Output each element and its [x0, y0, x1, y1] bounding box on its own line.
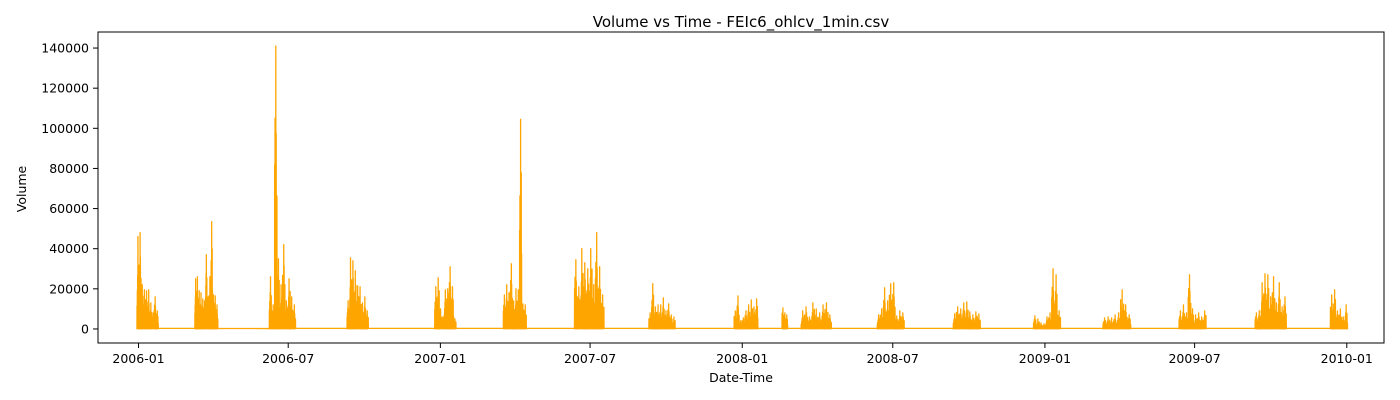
x-tick-label: 2007-01	[414, 351, 466, 366]
x-tick-label: 2006-07	[262, 351, 314, 366]
x-tick-label: 2006-01	[112, 351, 164, 366]
x-tick-label: 2009-07	[1168, 351, 1220, 366]
x-tick-label: 2007-07	[564, 351, 616, 366]
y-tick-label: 0	[81, 321, 89, 336]
volume-series-line	[136, 45, 1349, 330]
x-tick-label: 2008-01	[716, 351, 768, 366]
y-tick-label: 20000	[49, 281, 89, 296]
x-axis-title: Date-Time	[709, 370, 773, 385]
plot-frame	[97, 31, 1385, 344]
y-tick-label: 80000	[49, 161, 89, 176]
y-tick-label: 100000	[41, 121, 89, 136]
y-tick-label: 60000	[49, 201, 89, 216]
x-tick-label: 2010-01	[1321, 351, 1373, 366]
y-tick-label: 40000	[49, 241, 89, 256]
chart-title: Volume vs Time - FEIc6_ohlcv_1min.csv	[593, 13, 890, 32]
y-tick-label: 120000	[41, 81, 89, 96]
axes-layer: 0 20000 40000 60000 80000 100000 120000 140000 2…	[41, 31, 1385, 366]
y-axis-title: Volume	[14, 165, 29, 212]
plot-layer	[136, 45, 1349, 330]
x-tick-label: 2009-01	[1019, 351, 1071, 366]
y-tick-label: 140000	[41, 41, 89, 56]
x-tick-label: 2008-07	[867, 351, 919, 366]
